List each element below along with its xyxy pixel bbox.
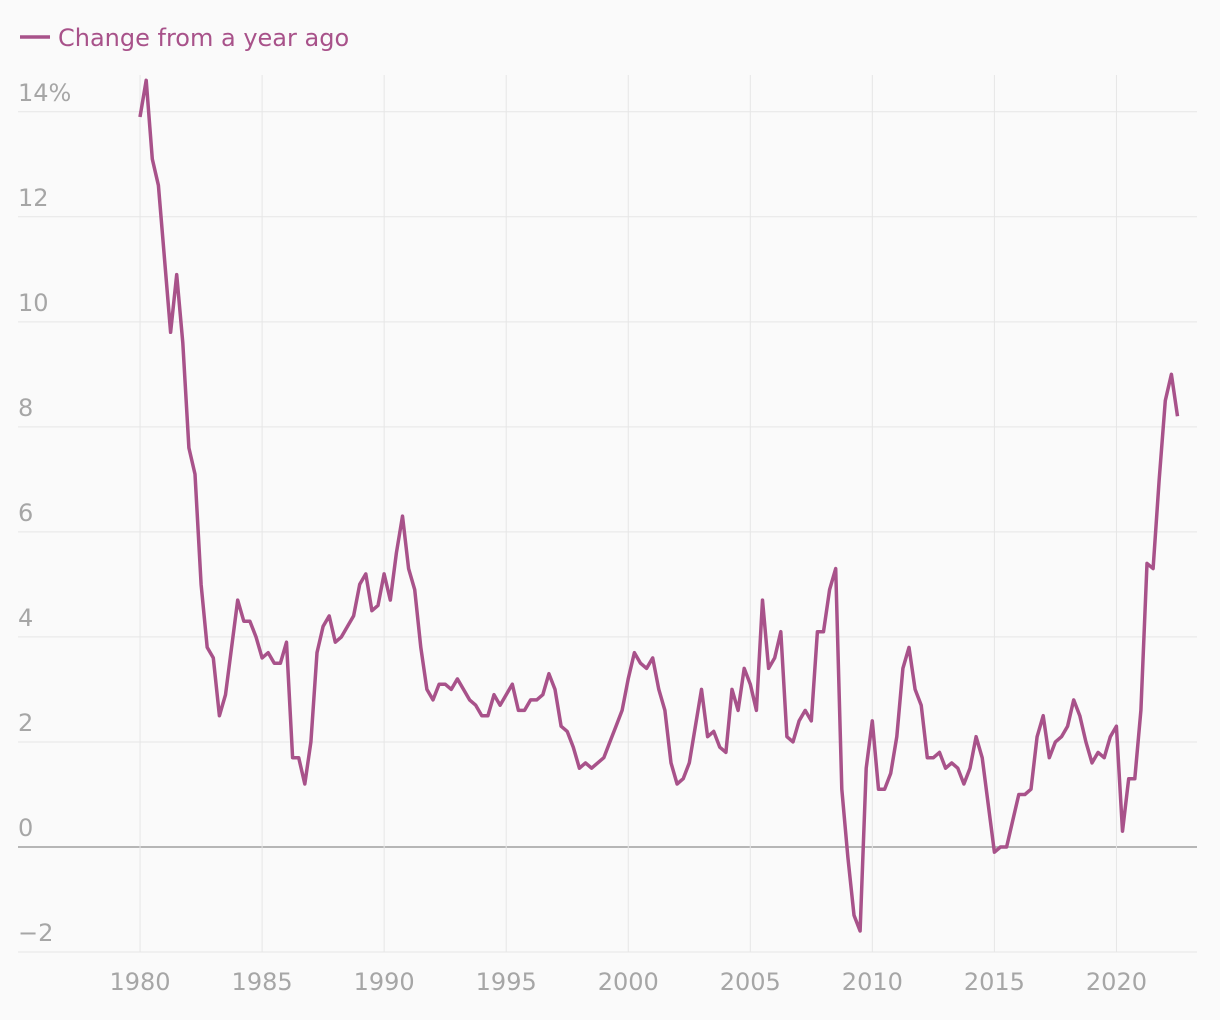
y-tick-label: 12 bbox=[18, 184, 49, 212]
y-tick-label: 8 bbox=[18, 394, 33, 422]
x-tick-label: 2015 bbox=[964, 968, 1025, 996]
line bbox=[138, 78, 1180, 933]
y-tick-label: −2 bbox=[18, 919, 53, 947]
x-tick-label: 1985 bbox=[232, 968, 293, 996]
y-tick-label: 14% bbox=[18, 79, 71, 107]
x-tick-label: 2020 bbox=[1086, 968, 1147, 996]
y-tick-label: 10 bbox=[18, 289, 49, 317]
y-tick-label: 0 bbox=[18, 814, 33, 842]
x-tick-label: 1980 bbox=[110, 968, 171, 996]
y-tick-label: 6 bbox=[18, 499, 33, 527]
y-tick-label: 2 bbox=[18, 709, 33, 737]
x-tick-label: 1995 bbox=[476, 968, 537, 996]
x-tick-label: 2005 bbox=[720, 968, 781, 996]
x-tick-label: 1990 bbox=[354, 968, 415, 996]
x-tick-label: 2000 bbox=[598, 968, 659, 996]
x-tick-label: 2010 bbox=[842, 968, 903, 996]
legend-label: Change from a year ago bbox=[58, 24, 349, 52]
y-tick-label: 4 bbox=[18, 604, 33, 632]
